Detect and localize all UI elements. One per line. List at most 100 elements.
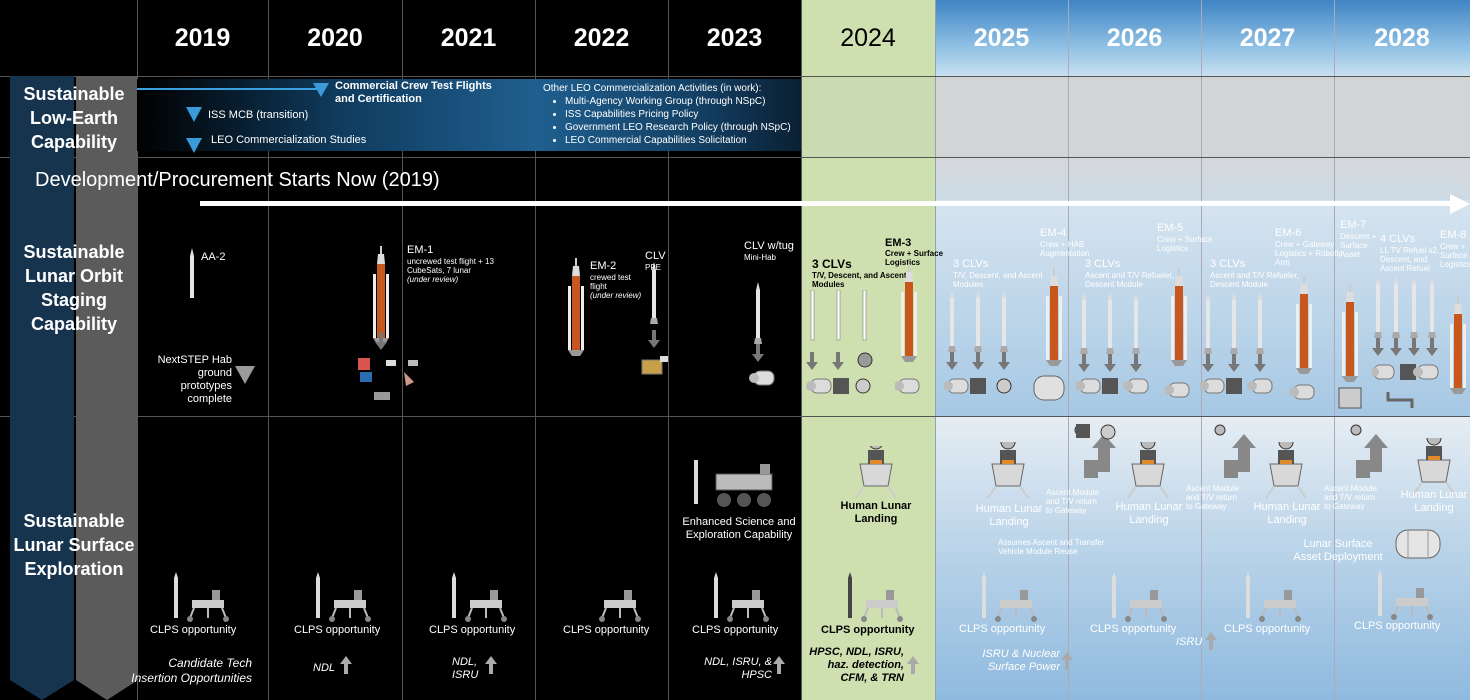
y2028-clvs-title: 4 CLVs bbox=[1380, 233, 1416, 245]
em7-sls-rocket-icon bbox=[1338, 284, 1362, 409]
year-header-2025: 2025 bbox=[973, 23, 1030, 52]
em2-title: EM-2 bbox=[590, 260, 617, 272]
row-label-leo: Sustainable Low-Earth Capability bbox=[23, 84, 125, 152]
ppe-module-icon bbox=[641, 356, 668, 375]
other-leo-activities: Other LEO Commercialization Activities (… bbox=[543, 83, 798, 147]
em7-label: EM-7 Descent + Surface Asset bbox=[1340, 219, 1380, 259]
clv-ppe-description: PPE bbox=[645, 263, 662, 272]
em5-label: EM-5 Crew + Surface Logistics bbox=[1157, 222, 1227, 253]
human-landing-2026-label: Human Lunar Landing bbox=[1115, 501, 1183, 526]
y2028-clvs-description: LL TV Refuel x2, Descent, and Ascent Ref… bbox=[1380, 246, 1440, 273]
em3-title: EM-3 bbox=[885, 237, 912, 249]
commercial-crew-milestone-icon bbox=[313, 83, 329, 97]
clv-tug-label: CLV w/tug Mini-Hab bbox=[744, 240, 804, 262]
ascent-return-2025-label: Ascent Module and T/V return to Gateway bbox=[1046, 488, 1099, 515]
y2024-clvs-description: T/V, Descent, and Ascent Modules bbox=[812, 271, 907, 289]
year-header-2026: 2026 bbox=[1106, 23, 1163, 52]
surface-habitat-icon bbox=[1395, 529, 1441, 559]
y2028-clv-group-icon bbox=[1372, 276, 1439, 408]
human-landing-2024-lander-icon bbox=[855, 446, 897, 498]
lander-2025-icon bbox=[987, 442, 1029, 498]
clps-2026-icon bbox=[1112, 572, 1168, 623]
em1-sls-rocket-icon bbox=[373, 246, 389, 350]
y2026-clvs-label: 3 CLVs Ascent and T/V Refueler, Descent … bbox=[1085, 258, 1185, 289]
clv-tug-title: CLV w/tug bbox=[744, 240, 794, 252]
nextstep-label: NextSTEP Hab ground prototypes complete bbox=[157, 354, 232, 405]
tech-2024-label: HPSC, NDL, ISRU, haz. detection, CFM, & … bbox=[809, 646, 904, 684]
clps-2020-label: CLPS opportunity bbox=[294, 624, 381, 636]
clps-2019-icon bbox=[174, 572, 230, 623]
tech-2023-label: NDL, ISRU, & HPSC bbox=[704, 656, 772, 681]
lunar-orbit-future-sky bbox=[935, 200, 1470, 416]
assumes-reuse-label: Assumes Ascent and Transfer Vehicle Modu… bbox=[998, 538, 1105, 556]
clps-2025-label: CLPS opportunity bbox=[959, 623, 1046, 635]
lander-2028-icon bbox=[1413, 438, 1455, 494]
em8-description: Crew + Surface Logistics bbox=[1440, 242, 1470, 269]
em3-label: EM-3 Crew + Surface Logistics bbox=[885, 237, 955, 267]
ascent-module-icon bbox=[1076, 424, 1116, 440]
clps-2021-label: CLPS opportunity bbox=[429, 624, 516, 636]
em1-note: (under review) bbox=[407, 275, 459, 284]
y2027-clv-group-icon bbox=[1200, 292, 1273, 394]
row-label-lunar-surface: Sustainable Lunar Surface Exploration bbox=[13, 511, 135, 579]
tech-2024-arrow-icon bbox=[907, 656, 919, 674]
tech-2021-arrow-icon bbox=[485, 656, 497, 674]
em5-title: EM-5 bbox=[1157, 222, 1184, 234]
tech-2021-label: NDL, ISRU bbox=[452, 656, 479, 681]
em7-description: Descent + Surface Asset bbox=[1340, 232, 1377, 259]
y2028-clvs-label: 4 CLVs LL TV Refuel x2, Descent, and Asc… bbox=[1380, 233, 1452, 273]
year-header-2020: 2020 bbox=[307, 23, 363, 52]
iss-mcb-label: ISS MCB (transition) bbox=[208, 109, 309, 121]
development-arrow bbox=[200, 194, 1470, 214]
commercial-crew-label: Commercial Crew Test Flights and Certifi… bbox=[335, 80, 492, 105]
y2026-clvs-description: Ascent and T/V Refueler, Descent Module bbox=[1085, 271, 1174, 289]
leo-studies-label: LEO Commercialization Studies bbox=[211, 134, 367, 146]
asset-deployment-label: Lunar Surface Asset Deployment bbox=[1293, 538, 1383, 563]
y2027-clvs-title: 3 CLVs bbox=[1210, 258, 1246, 270]
clv-ppe-rocket-icon bbox=[648, 262, 660, 348]
y2025-clvs-title: 3 CLVs bbox=[953, 258, 989, 270]
other-leo-list: Multi-Agency Working Group (through NSpC… bbox=[543, 95, 798, 147]
ascent-return-2026-label: Ascent Module and T/V return to Gateway bbox=[1186, 484, 1239, 511]
tech-2025-label: ISRU & Nuclear Surface Power bbox=[982, 648, 1060, 673]
human-landing-2027-label: Human Lunar Landing bbox=[1253, 501, 1321, 526]
em7-title: EM-7 bbox=[1340, 219, 1367, 231]
year-header-2019: 2019 bbox=[174, 23, 231, 52]
future-year-headers bbox=[935, 0, 1470, 76]
clps-2024-icon bbox=[848, 572, 904, 623]
em2-note: (under review) bbox=[590, 291, 642, 300]
em4-sls-rocket-icon bbox=[1033, 268, 1065, 401]
clps-2022-icon bbox=[598, 589, 642, 623]
y2027-clvs-label: 3 CLVs Ascent and T/V Refueler, Descent … bbox=[1210, 258, 1310, 289]
ascent-return-2027-label: Ascent Module and T/V return to Gateway bbox=[1324, 484, 1377, 511]
other-leo-title: Other LEO Commercialization Activities (… bbox=[543, 83, 762, 94]
clv-ppe-title: CLV bbox=[645, 250, 666, 262]
y2027-clvs-description: Ascent and T/V Refueler, Descent Module bbox=[1210, 271, 1299, 289]
clps-2025-icon bbox=[982, 572, 1038, 623]
clv-tug-rocket-icon bbox=[752, 282, 764, 362]
cubesats-icon bbox=[358, 358, 418, 400]
development-banner: Development/Procurement Starts Now (2019… bbox=[35, 169, 440, 191]
em2-description: crewed test flight bbox=[590, 273, 631, 291]
y2025-clvs-description: T/V, Descent, and Ascent Modules bbox=[953, 271, 1043, 289]
other-leo-item: ISS Capabilities Pricing Policy bbox=[565, 108, 798, 121]
em2-label: EM-2 crewed test flight (under review) bbox=[590, 260, 650, 300]
year-header-2027: 2027 bbox=[1239, 23, 1296, 52]
clps-2023-icon bbox=[714, 572, 770, 623]
other-leo-item: Government LEO Research Policy (through … bbox=[565, 121, 798, 134]
clps-2024-label: CLPS opportunity bbox=[821, 624, 915, 636]
tech-2027-label: ISRU bbox=[1176, 636, 1203, 648]
leo-timeline-line bbox=[137, 88, 317, 90]
row-label-chevrons bbox=[10, 76, 138, 700]
year-header-2024: 2024 bbox=[840, 23, 896, 52]
tech-2025-arrow-icon bbox=[1061, 652, 1073, 670]
y2024-clvs-title: 3 CLVs bbox=[812, 257, 852, 271]
em6-title: EM-6 bbox=[1275, 227, 1302, 239]
clps-2026-label: CLPS opportunity bbox=[1090, 623, 1177, 635]
human-landing-2024-label: Human Lunar Landing bbox=[840, 500, 912, 525]
human-landing-2025-label: Human Lunar Landing bbox=[975, 503, 1043, 528]
y2024-clvs-label: 3 CLVs T/V, Descent, and Ascent Modules bbox=[812, 257, 912, 289]
em6-description: Crew + Gateway Logistics + Robotic Arm bbox=[1275, 240, 1343, 267]
clps-2023-label: CLPS opportunity bbox=[692, 624, 779, 636]
em3-description: Crew + Surface Logistics bbox=[885, 249, 944, 267]
